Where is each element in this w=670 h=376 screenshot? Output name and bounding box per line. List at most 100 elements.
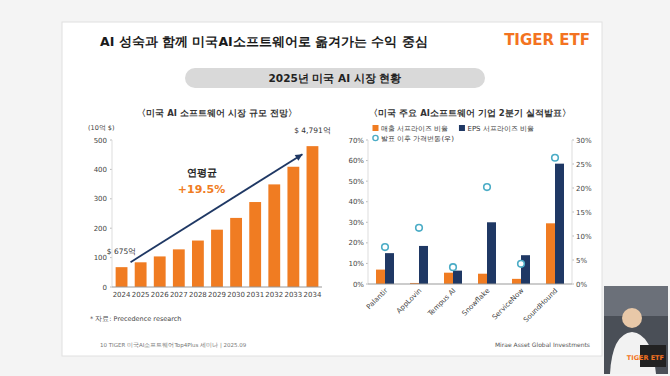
annotation-value: +19.5% — [178, 183, 225, 196]
point — [382, 244, 389, 251]
x-tick-label: 2033 — [284, 291, 302, 299]
x-tick-label: 2031 — [246, 291, 264, 299]
y-tick-label: 100 — [94, 254, 107, 262]
y2-tick-label: 0% — [576, 281, 587, 289]
legend-swatch — [459, 125, 465, 131]
y2-tick-label: 20% — [576, 185, 592, 193]
x-tick-label: Snowflake — [461, 287, 492, 318]
x-tick-label: AppLovin — [395, 287, 423, 315]
x-tick-label: ServiceNow — [491, 287, 526, 322]
bar — [249, 202, 261, 287]
y-tick-label: 40% — [348, 198, 364, 206]
y2-axis — [572, 140, 573, 284]
section-pill — [185, 68, 485, 88]
point — [552, 154, 559, 161]
chart-title: 〈미국 AI 소프트웨어 시장 규모 전망〉 — [137, 108, 297, 118]
bar — [444, 273, 453, 284]
x-tick-label: Tempus AI — [426, 287, 458, 319]
point — [484, 184, 491, 191]
legend-swatch — [373, 135, 378, 140]
presenter-logo: TIGER ETF — [627, 354, 664, 362]
background — [0, 0, 670, 376]
y-tick-label: 20% — [348, 239, 364, 247]
point — [450, 264, 457, 271]
bar — [230, 218, 242, 287]
x-tick-label: 2032 — [265, 291, 283, 299]
bars — [116, 146, 319, 287]
y-axis — [112, 140, 113, 287]
legend: 매출 서프라이즈 비율 EPS 서프라이즈 비율발표 이후 가격변동(우) — [373, 125, 535, 143]
slide-canvas: AI 성숙과 함께 미국AI소프트웨어로 옮겨가는 수익 중심 TIGER ETF… — [0, 0, 670, 376]
y-tick-label: 400 — [94, 166, 107, 174]
trend-arrowhead — [295, 154, 303, 161]
presenter-video — [604, 286, 668, 374]
bar — [268, 184, 280, 287]
source-note: * 자료: Precedence research — [90, 315, 181, 323]
y-tick-label: 300 — [94, 195, 107, 203]
bar — [154, 256, 166, 287]
header-title: AI 성숙과 함께 미국AI소프트웨어로 옮겨가는 수익 중심 — [100, 34, 428, 49]
bar — [307, 146, 319, 287]
bar — [135, 262, 147, 287]
trend-arrow — [131, 154, 303, 262]
x-tick-label: 2025 — [132, 291, 150, 299]
x-tick-label: 2034 — [304, 291, 322, 299]
x-tick-label: 2030 — [227, 291, 245, 299]
y2-tick-label: 25% — [576, 161, 592, 169]
marks — [376, 154, 564, 284]
bar — [192, 241, 204, 287]
y2-tick-label: 10% — [576, 233, 592, 241]
y2-tick-label: 30% — [576, 137, 592, 145]
y-tick-label: 500 — [94, 137, 107, 145]
legend-label: 발표 이후 가격변동(우) — [381, 135, 454, 143]
y-tick-label: 30% — [348, 219, 364, 227]
logo: TIGER ETF — [504, 31, 590, 49]
y-tick-label: 50% — [348, 178, 364, 186]
y-tick-label: 0% — [353, 281, 364, 289]
legend-label: 매출 서프라이즈 비율 — [381, 125, 448, 133]
y-tick-label: 0 — [103, 284, 107, 292]
bar — [376, 270, 385, 284]
bar — [385, 253, 394, 284]
axis-unit: (10억 $) — [88, 124, 115, 132]
y2-tick-label: 15% — [576, 209, 592, 217]
bar — [453, 271, 462, 284]
bar — [512, 279, 521, 284]
bar — [555, 164, 564, 284]
y-tick-label: 60% — [348, 157, 364, 165]
chart-title: 〈미국 주요 AI소프트웨어 기업 2분기 실적발표〉 — [369, 108, 570, 118]
bar — [487, 222, 496, 284]
x-tick-label: SoundHound — [522, 287, 559, 324]
x-axis — [112, 287, 322, 288]
point — [416, 225, 423, 232]
x-tick-label: 2027 — [170, 291, 188, 299]
x-axis — [368, 284, 572, 285]
x-tick-label: 2026 — [151, 291, 169, 299]
bar — [521, 255, 530, 284]
data-label: $ 4,791억 — [294, 126, 331, 135]
annotation-title: 연평균 — [187, 167, 217, 178]
section-title: 2025년 미국 AI 시장 현황 — [269, 72, 402, 84]
bar — [287, 167, 299, 287]
y2-tick-label: 5% — [576, 257, 587, 265]
legend-swatch — [373, 125, 379, 131]
footer-left: 10 TIGER 미국AI소프트웨어Top4Plus 세미나 | 2025.09 — [100, 342, 247, 349]
bar — [116, 267, 128, 287]
bar — [419, 246, 428, 284]
slide — [62, 22, 602, 356]
bar — [173, 249, 185, 287]
x-tick-label: 2029 — [208, 291, 226, 299]
bar — [211, 230, 223, 287]
bar — [546, 223, 555, 284]
footer-right: Mirae Asset Global Investments — [495, 341, 590, 348]
x-tick-label: Palantir — [365, 287, 389, 311]
point — [518, 261, 525, 268]
bar — [478, 274, 487, 284]
x-tick-label: 2028 — [189, 291, 207, 299]
x-tick-label: 2024 — [113, 291, 131, 299]
data-label: $ 675억 — [107, 247, 136, 256]
y-tick-label: 200 — [94, 225, 107, 233]
y-axis — [368, 140, 369, 284]
y-tick-label: 10% — [348, 260, 364, 268]
legend-label: EPS 서프라이즈 비율 — [467, 125, 534, 133]
